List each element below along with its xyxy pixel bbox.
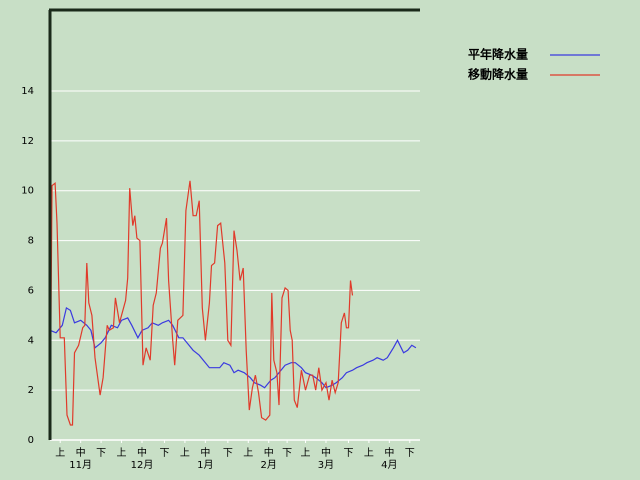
x-tick-label: 上 [180,447,190,459]
x-tick-label: 上 [55,447,65,459]
x-tick-label: 上 [243,447,253,459]
y-tick-label: 6 [28,285,34,296]
x-tick-label: 下 [343,448,353,459]
month-label: 11月 [69,459,92,471]
x-tick-label: 上 [364,447,374,459]
y-tick-label: 10 [21,186,34,197]
x-tick-label: 下 [405,448,415,459]
x-tick-label: 下 [282,448,292,459]
y-tick-label: 4 [28,335,34,346]
y-tick-label: 0 [28,435,34,446]
x-tick-label: 中 [321,446,331,459]
y-tick-label: 14 [21,86,34,97]
x-tick-label: 上 [301,447,311,459]
y-tick-label: 2 [28,385,34,396]
legend-label: 移動降水量 [468,67,528,82]
month-label: 2月 [261,459,277,471]
y-tick-label: 8 [28,236,34,247]
x-tick-label: 下 [159,448,169,459]
series-line [49,180,354,441]
y-tick-label: 12 [21,136,34,147]
month-label: 1月 [197,459,213,471]
x-tick-label: 中 [200,446,210,459]
series-line [49,306,417,389]
month-label: 12月 [131,459,154,471]
plot-area: 02468101214上中下上中下上中下上中下上中下上中下11月 12月 1月 2月 3… [21,86,420,471]
legend-label: 平年降水量 [468,47,528,62]
x-tick-label: 上 [117,447,127,459]
x-tick-label: 下 [96,448,106,459]
month-label: 4月 [381,459,397,471]
x-tick-label: 中 [384,446,394,459]
x-tick-label: 下 [223,448,233,459]
x-tick-label: 中 [264,446,274,459]
x-tick-label: 中 [137,446,147,459]
month-label: 3月 [318,459,334,471]
x-tick-label: 中 [76,446,86,459]
